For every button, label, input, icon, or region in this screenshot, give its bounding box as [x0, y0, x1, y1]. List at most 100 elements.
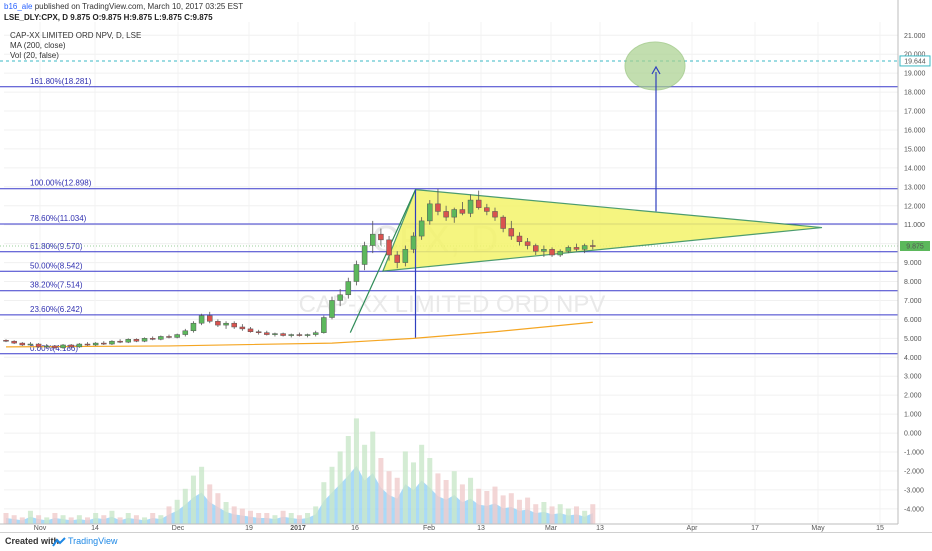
volume-bar — [492, 486, 498, 524]
volume-bar — [427, 458, 433, 524]
x-tick-label: 13 — [477, 525, 485, 532]
triangle-fill — [381, 189, 823, 272]
volume-bar — [27, 510, 33, 524]
volume-bar — [215, 493, 221, 524]
candle-body — [410, 235, 417, 250]
legend-symbol[interactable]: CAP-XX LIMITED ORD NPV, D, LSE — [10, 31, 142, 40]
volume-bar — [85, 517, 90, 524]
candle-body — [500, 216, 506, 229]
volume-bar — [451, 471, 457, 524]
target-ellipse — [624, 41, 686, 91]
candle-body — [76, 343, 83, 348]
volume-bar — [3, 513, 9, 524]
volume-bar — [394, 477, 400, 524]
candle-body — [353, 264, 360, 282]
candle-body — [247, 328, 254, 332]
volume-bar — [174, 499, 180, 524]
candle-body — [198, 315, 205, 324]
volume-bar — [541, 502, 547, 524]
candle-body — [288, 334, 294, 336]
volume-bar — [565, 508, 571, 524]
volume-bar — [248, 510, 253, 524]
volume-bar — [190, 475, 196, 524]
volume-bar — [223, 502, 229, 524]
volume-bar — [36, 515, 42, 524]
moving-average-200 — [5, 321, 593, 348]
publish-line: b16_ale published on TradingView.com, Ma… — [4, 2, 243, 12]
candle-body — [84, 343, 91, 346]
volume-bar — [574, 506, 579, 524]
candle-body — [296, 334, 303, 336]
candlesticks — [3, 188, 596, 349]
candle-body — [508, 228, 515, 237]
candle-body — [272, 333, 278, 335]
legend-volume[interactable]: Vol (20, false) — [10, 51, 59, 60]
target-arrow-head — [651, 65, 661, 75]
y-tick-label: 13.000 — [904, 184, 926, 191]
publish-text: published on TradingView.com, March 10, … — [34, 2, 244, 11]
legend-ma[interactable]: MA (200, close) — [10, 41, 66, 50]
candle-body — [443, 211, 449, 218]
volume-bar — [345, 436, 351, 524]
volume-bar — [44, 517, 50, 524]
y-tick-label: 12.000 — [904, 203, 926, 210]
y-tick-label: -2.000 — [904, 468, 924, 475]
volume-bar — [182, 488, 188, 524]
candle-body — [329, 300, 335, 318]
candle-body — [44, 345, 50, 348]
volume-bar — [207, 484, 213, 524]
x-tick-label: 16 — [351, 525, 359, 532]
candle-body — [541, 249, 547, 252]
x-tick-label: Feb — [423, 525, 435, 532]
candle-body — [451, 209, 457, 218]
axes: 21.000 20.000 19.000 18.000 17.000 16.000 15.0… — [0, 0, 931, 532]
volume-bar — [296, 515, 302, 524]
candle-body — [109, 340, 115, 345]
candle-body — [190, 322, 197, 332]
candle-body — [378, 233, 384, 241]
y-tick-label: 0.000 — [904, 431, 922, 438]
x-tick-label: 19 — [245, 525, 253, 532]
candle-body — [215, 321, 221, 326]
candle-body — [92, 342, 99, 346]
author-link[interactable]: b16_ale — [4, 2, 33, 11]
x-tick-label: 17 — [751, 525, 759, 532]
tradingview-brand[interactable]: TradingView — [68, 536, 118, 546]
watermark-name: CAP-XX LIMITED ORD NPV — [299, 291, 606, 318]
candle-body — [35, 343, 42, 348]
candle-body — [60, 344, 66, 349]
volume-bar — [386, 471, 392, 524]
volume-bar — [305, 513, 311, 524]
volume-bar — [52, 513, 58, 524]
candle-body — [19, 342, 26, 346]
candle-body — [484, 207, 490, 212]
x-tick-label: 13 — [596, 525, 604, 532]
volume-bar — [549, 506, 555, 524]
candle-body — [207, 315, 213, 322]
candle-body — [435, 203, 441, 212]
candle-body — [27, 343, 34, 346]
candle-body — [581, 245, 588, 250]
volume-bar — [590, 504, 596, 524]
volume-bar — [93, 513, 99, 524]
volume-bar — [508, 493, 514, 524]
volume-bar — [158, 515, 164, 524]
volume-bar — [459, 484, 465, 524]
y-tick-label: 20.000 — [904, 52, 926, 59]
y-tick-label: 8.000 — [904, 279, 922, 286]
volume-bar — [19, 517, 25, 524]
y-tick-label: 21.000 — [904, 33, 926, 40]
y-tick-label: 17.000 — [904, 109, 926, 116]
last-price-label: 9.875 — [906, 244, 924, 251]
volume-bar — [150, 513, 156, 524]
volume-bar — [133, 515, 139, 524]
candle-body — [223, 322, 229, 326]
candle-body — [304, 334, 311, 336]
symbol-line: LSE_DLY:CPX, D 9.875 O:9.875 H:9.875 L:9… — [4, 13, 213, 22]
candle-body — [68, 344, 74, 348]
candle-body — [459, 209, 466, 214]
candle-body — [182, 330, 189, 335]
candle-body — [492, 211, 498, 218]
